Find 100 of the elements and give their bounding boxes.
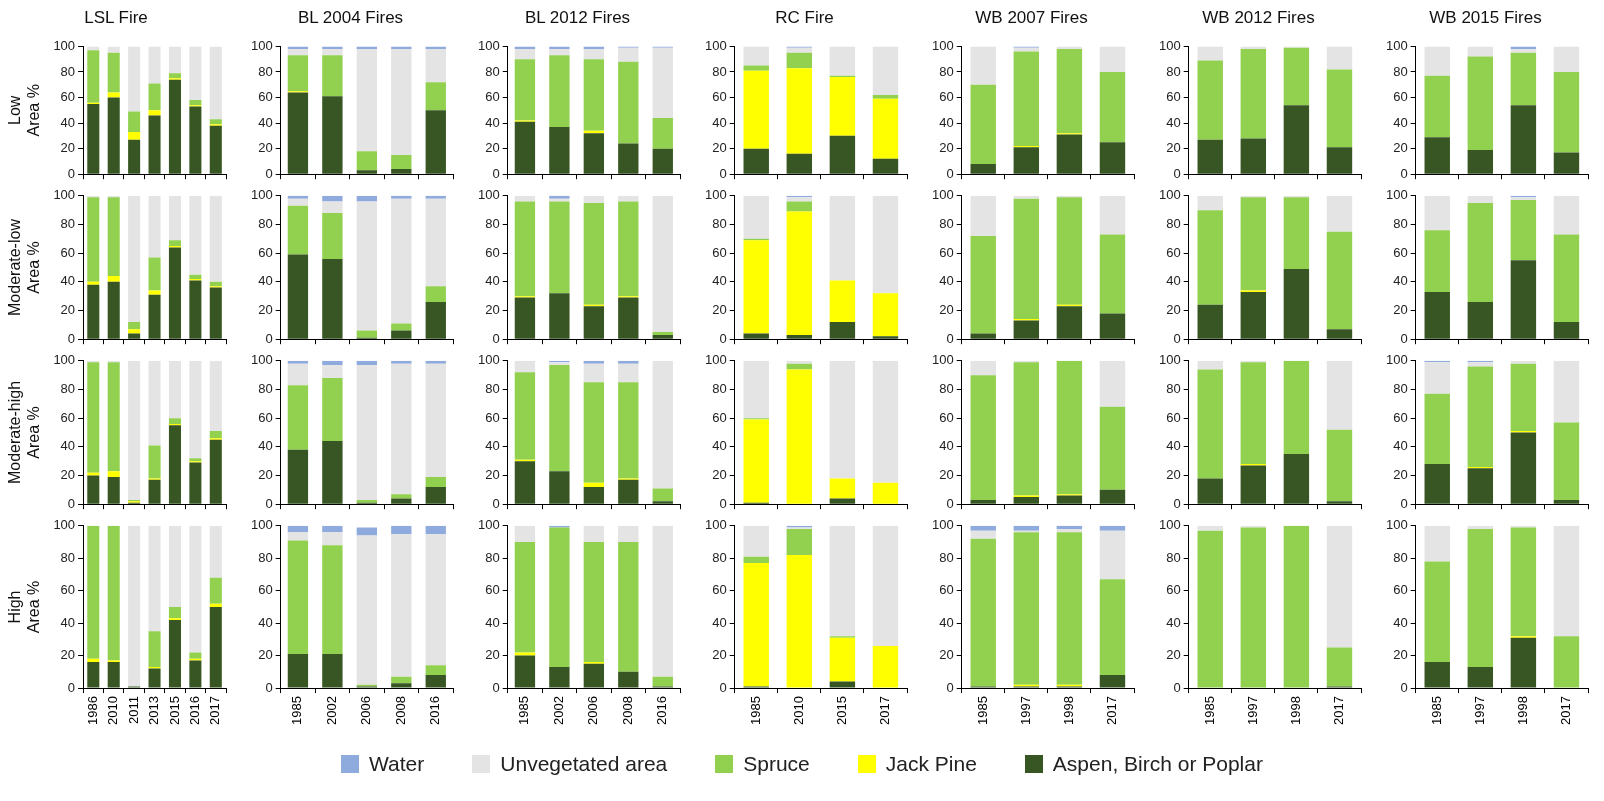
y-tick-label: 40 [939, 614, 954, 630]
y-tick-label: 80 [485, 63, 500, 79]
y-tick-label: 100 [1158, 37, 1181, 53]
y-tick-label: 80 [60, 216, 76, 232]
y-tick-label: 20 [60, 647, 76, 663]
x-tick-label: 1997 [1017, 696, 1033, 725]
y-tick-label: 40 [1393, 273, 1408, 289]
legend-label: Spruce [743, 752, 810, 776]
y-tick-label: 0 [67, 330, 76, 346]
y-tick-label: 20 [485, 302, 500, 318]
y-axis-title: Moderate-high Area % [6, 380, 43, 485]
y-tick-label: 0 [719, 495, 727, 511]
y-tick-label: 100 [704, 517, 727, 533]
y-tick-label: 80 [1166, 381, 1181, 397]
y-tick-label: 20 [485, 647, 500, 663]
y-tick-label: 0 [265, 679, 273, 695]
x-tick-label: 2016 [654, 696, 670, 725]
x-tick-label: 2006 [358, 696, 374, 725]
y-tick-label: 80 [60, 63, 76, 79]
x-tick-label: 2015 [833, 696, 849, 725]
y-tick-label: 60 [1166, 582, 1181, 598]
y-tick-label: 40 [939, 273, 954, 289]
y-tick-label: 0 [1400, 330, 1408, 346]
y-tick-label: 60 [1166, 244, 1181, 260]
y-tick-label: 20 [1393, 140, 1408, 156]
x-tick-label: 2017 [207, 696, 223, 725]
legend-label: Jack Pine [885, 752, 977, 776]
x-tick-label: 2015 [166, 696, 182, 725]
y-tick-label: 0 [265, 495, 273, 511]
y-tick-label: 20 [712, 647, 727, 663]
y-tick-label: 60 [712, 582, 727, 598]
y-tick-label: 80 [1166, 63, 1181, 79]
y-tick-label: 100 [704, 352, 727, 368]
y-tick-label: 100 [931, 517, 954, 533]
y-tick-label: 40 [939, 114, 954, 130]
y-tick-label: 40 [258, 273, 273, 289]
y-tick-label: 60 [939, 409, 954, 425]
y-tick-label: 60 [485, 244, 500, 260]
x-tick-label: 2008 [619, 696, 635, 725]
x-tick-label: 2016 [186, 696, 202, 725]
y-tick-label: 20 [939, 647, 954, 663]
y-tick-label: 20 [939, 467, 954, 483]
chart-title: BL 2012 Fires [524, 7, 631, 27]
y-tick-label: 20 [1166, 140, 1181, 156]
y-tick-label: 80 [258, 381, 273, 397]
y-tick-label: 40 [712, 438, 727, 454]
y-tick-label: 80 [1393, 216, 1408, 232]
y-tick-label: 60 [1166, 89, 1181, 105]
y-tick-label: 0 [1173, 165, 1181, 181]
y-tick-label: 60 [939, 89, 954, 105]
x-tick-label: 2016 [427, 696, 443, 725]
y-tick-label: 40 [60, 114, 76, 130]
y-axis-title: Moderate-low Area % [6, 218, 43, 316]
y-tick-label: 0 [67, 165, 76, 181]
y-tick-label: 80 [485, 381, 500, 397]
y-tick-label: 80 [258, 63, 273, 79]
x-tick-label: 1997 [1471, 696, 1487, 725]
y-tick-label: 20 [712, 140, 727, 156]
y-tick-label: 0 [1400, 495, 1408, 511]
y-tick-label: 60 [1393, 89, 1408, 105]
y-tick-label: 80 [712, 216, 727, 232]
chart-title: LSL Fire [84, 7, 148, 27]
y-tick-label: 100 [1385, 517, 1408, 533]
y-tick-label: 100 [250, 187, 273, 203]
x-tick-label: 2010 [105, 696, 121, 725]
y-tick-label: 40 [712, 114, 727, 130]
y-tick-label: 0 [265, 165, 273, 181]
y-tick-label: 60 [485, 409, 500, 425]
x-tick-label: 1985 [1428, 696, 1444, 725]
x-tick-label: 2011 [125, 696, 141, 725]
chart-title: BL 2004 Fires [297, 7, 404, 27]
y-tick-label: 100 [931, 187, 954, 203]
y-tick-label: 80 [939, 216, 954, 232]
x-tick-label: 1985 [1201, 696, 1217, 725]
y-tick-label: 40 [60, 273, 76, 289]
y-tick-label: 40 [258, 438, 273, 454]
y-tick-label: 60 [258, 89, 273, 105]
y-tick-label: 40 [1166, 438, 1181, 454]
x-tick-label: 2017 [1331, 696, 1347, 725]
x-tick-label: 2013 [146, 696, 162, 725]
y-tick-label: 0 [719, 330, 727, 346]
y-tick-label: 0 [946, 330, 954, 346]
x-tick-label: 1998 [1287, 696, 1303, 725]
y-tick-label: 0 [719, 165, 727, 181]
x-tick-label: 2017 [1104, 696, 1120, 725]
y-tick-label: 60 [1166, 409, 1181, 425]
y-tick-label: 40 [712, 614, 727, 630]
y-tick-label: 40 [1166, 273, 1181, 289]
x-tick-label: 1986 [84, 696, 100, 725]
y-tick-label: 60 [258, 582, 273, 598]
y-tick-label: 40 [258, 614, 273, 630]
y-tick-label: 0 [1173, 330, 1181, 346]
x-tick-label: 1985 [516, 696, 532, 725]
x-tick-label: 2010 [790, 696, 806, 725]
y-tick-label: 40 [1393, 438, 1408, 454]
x-tick-label: 1998 [1060, 696, 1076, 725]
y-tick-label: 80 [1393, 549, 1408, 565]
y-tick-label: 40 [485, 438, 500, 454]
y-tick-label: 60 [712, 89, 727, 105]
y-tick-label: 40 [60, 614, 76, 630]
